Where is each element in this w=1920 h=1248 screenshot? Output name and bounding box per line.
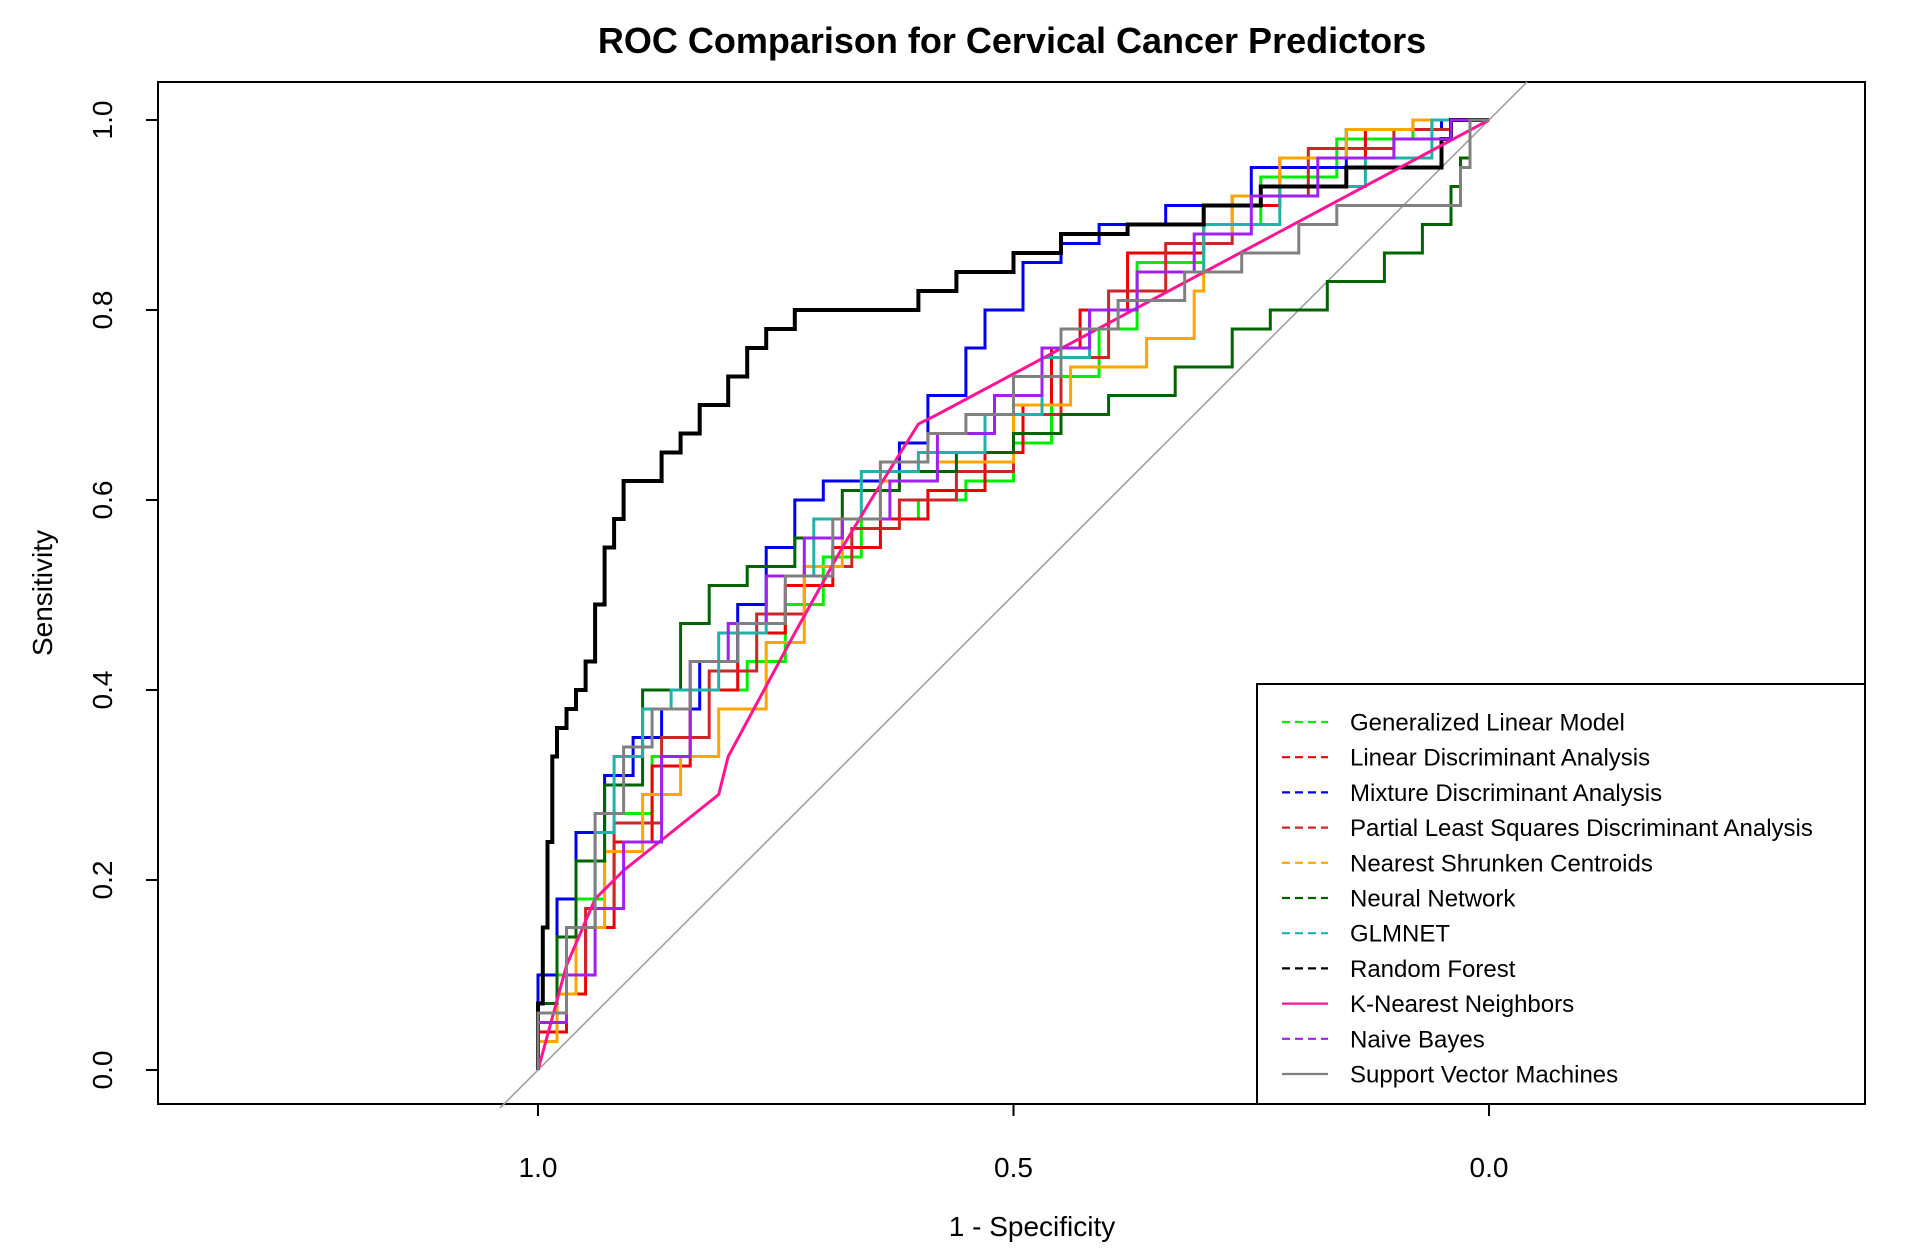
legend-label: Partial Least Squares Discriminant Analy… — [1350, 815, 1813, 842]
x-tick-label: 0.0 — [1470, 1152, 1509, 1183]
roc-curve — [536, 118, 1489, 1070]
legend-label: Mixture Discriminant Analysis — [1350, 780, 1662, 807]
legend-label: GLMNET — [1350, 921, 1450, 948]
roc-curve — [536, 118, 1490, 1071]
y-tick-label: 1.0 — [87, 101, 118, 140]
y-tick-label: 0.8 — [87, 291, 118, 330]
y-tick-label: 0.6 — [87, 481, 118, 520]
roc-curve — [536, 118, 1489, 1070]
x-axis: 1.0 0.5 0.0 — [519, 1103, 1509, 1183]
roc-curve — [536, 118, 1489, 1070]
legend-label: Linear Discriminant Analysis — [1350, 745, 1650, 772]
y-tick-label: 0.4 — [87, 671, 118, 710]
legend-label: K-Nearest Neighbors — [1350, 991, 1574, 1018]
legend-box — [1256, 683, 1866, 1105]
legend-label: Generalized Linear Model — [1350, 710, 1625, 737]
x-axis-label: 1 - Specificity — [949, 1211, 1116, 1242]
roc-curve — [536, 118, 1489, 1070]
y-tick-label: 0.0 — [87, 1051, 118, 1090]
y-axis-label: Sensitivity — [27, 530, 58, 656]
legend-label: Nearest Shrunken Centroids — [1350, 850, 1653, 877]
roc-curve — [536, 118, 1489, 1070]
reference-diagonal — [499, 81, 1528, 1109]
y-tick-label: 0.2 — [87, 861, 118, 900]
legend-label: Neural Network — [1350, 886, 1516, 913]
y-axis: 0.0 0.2 0.4 0.6 0.8 1.0 — [87, 101, 159, 1090]
legend: Generalized Linear Model Linear Discrimin… — [1256, 683, 1866, 1105]
chart-title: ROC Comparison for Cervical Cancer Predi… — [598, 20, 1426, 61]
legend-label: Naive Bayes — [1350, 1026, 1485, 1053]
roc-curve — [536, 118, 1489, 1070]
legend-label: Support Vector Machines — [1350, 1062, 1618, 1089]
x-tick-label: 1.0 — [519, 1152, 558, 1183]
x-tick-label: 0.5 — [994, 1152, 1033, 1183]
legend-label: Random Forest — [1350, 956, 1516, 983]
series-layer — [536, 118, 1490, 1071]
